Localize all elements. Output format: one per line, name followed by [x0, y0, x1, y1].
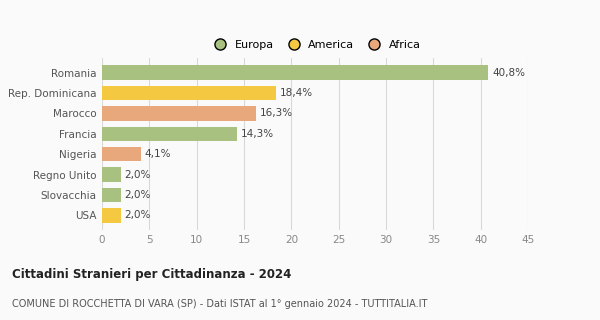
Bar: [102, 188, 121, 202]
Text: 16,3%: 16,3%: [260, 108, 293, 118]
Text: 18,4%: 18,4%: [280, 88, 313, 98]
Bar: [102, 86, 276, 100]
Bar: [102, 106, 256, 121]
Text: 40,8%: 40,8%: [492, 68, 525, 78]
Text: 14,3%: 14,3%: [241, 129, 274, 139]
Legend: Europa, America, Africa: Europa, America, Africa: [205, 36, 425, 54]
Bar: [102, 208, 121, 222]
Bar: [102, 126, 238, 141]
Bar: [102, 147, 141, 162]
Bar: [102, 66, 488, 80]
Text: 2,0%: 2,0%: [125, 210, 151, 220]
Text: 2,0%: 2,0%: [125, 190, 151, 200]
Text: Cittadini Stranieri per Cittadinanza - 2024: Cittadini Stranieri per Cittadinanza - 2…: [12, 268, 292, 281]
Text: 4,1%: 4,1%: [145, 149, 171, 159]
Text: 2,0%: 2,0%: [125, 170, 151, 180]
Text: COMUNE DI ROCCHETTA DI VARA (SP) - Dati ISTAT al 1° gennaio 2024 - TUTTITALIA.IT: COMUNE DI ROCCHETTA DI VARA (SP) - Dati …: [12, 299, 427, 309]
Bar: [102, 167, 121, 182]
